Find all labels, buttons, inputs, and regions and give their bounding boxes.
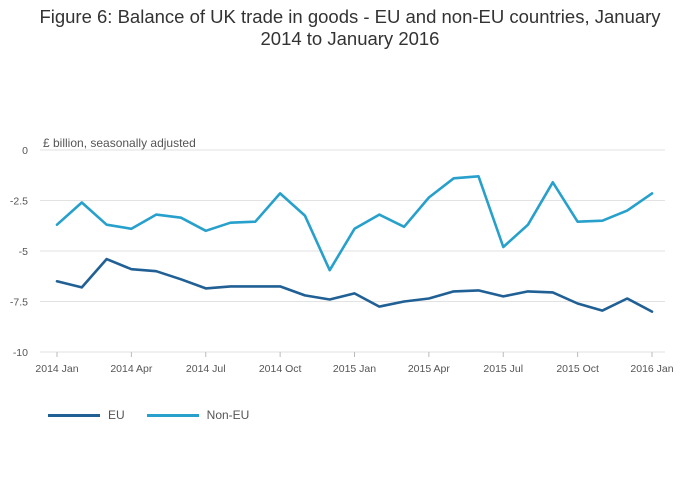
y-tick-label: -10 (13, 347, 28, 359)
x-tick-label: 2014 Jul (186, 363, 226, 375)
chart-title-line-1: Figure 6: Balance of UK trade in goods -… (39, 6, 661, 27)
x-tick-label: 2014 Apr (110, 363, 153, 375)
series-line-non-eu (55, 175, 654, 272)
x-tick-label: 2015 Apr (408, 363, 451, 375)
legend-label-non-eu: Non-EU (206, 408, 250, 422)
x-tick-label: 2015 Oct (556, 363, 599, 375)
chart-title: Figure 6: Balance of UK trade in goods -… (0, 6, 700, 50)
legend-item-non-eu[interactable]: Non-EU (146, 408, 250, 422)
y-tick-label: -5 (19, 246, 28, 258)
y-tick-label: -7.5 (10, 297, 28, 309)
legend-swatch-eu (48, 413, 100, 417)
legend-swatch-non-eu (146, 413, 199, 417)
y-tick-label: -2.5 (10, 196, 28, 208)
x-tick-label: 2015 Jan (333, 363, 376, 375)
series-line-eu (55, 257, 654, 313)
x-tick-label: 2014 Oct (259, 363, 302, 375)
x-tick-label: 2016 Jan (630, 363, 673, 375)
y-axis-label: £ billion, seasonally adjusted (43, 136, 196, 150)
chart-title-line-2: 2014 to January 2016 (260, 28, 440, 49)
legend-item-eu[interactable]: EU (48, 408, 125, 422)
legend: EU Non-EU (48, 408, 271, 422)
legend-label-eu: EU (108, 408, 125, 422)
y-tick-label: 0 (22, 145, 28, 157)
x-tick-label: 2014 Jan (35, 363, 78, 375)
x-tick-label: 2015 Jul (483, 363, 523, 375)
